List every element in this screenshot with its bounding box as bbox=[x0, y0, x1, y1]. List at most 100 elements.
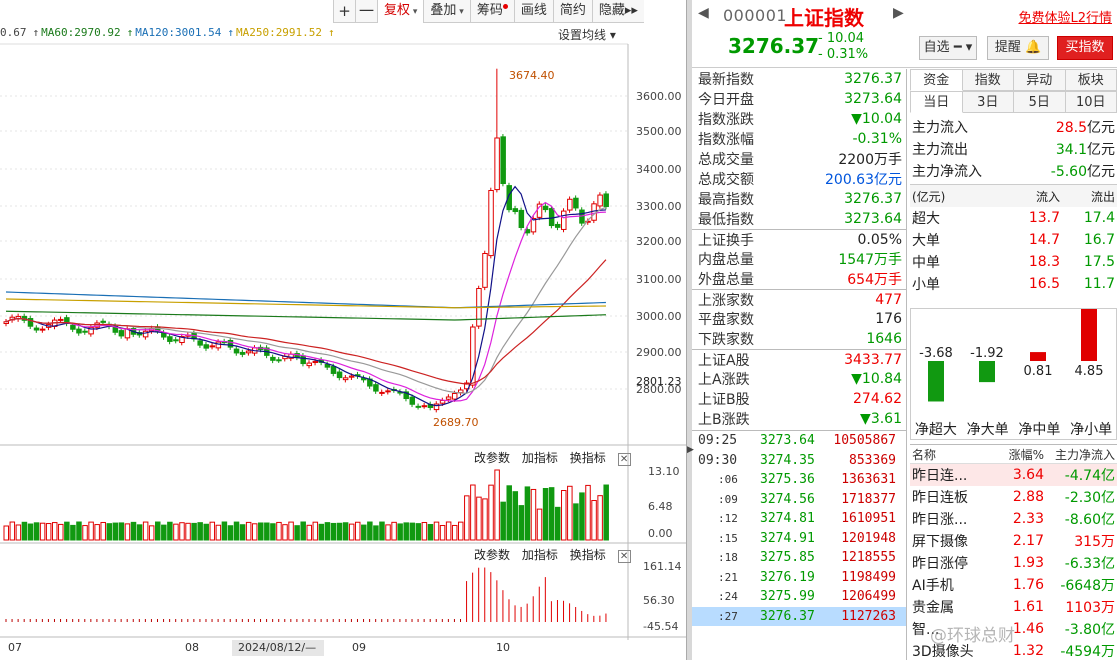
fund-row: 主力流出 34.1亿元 bbox=[910, 138, 1117, 160]
watchlist-button[interactable]: 自选 ━ ▾ bbox=[919, 36, 977, 60]
vol-switch-indicator-button[interactable]: 换指标 bbox=[569, 451, 606, 465]
volume-bar bbox=[554, 506, 561, 541]
simple-mode-button[interactable]: 简约 bbox=[552, 0, 592, 23]
chip-distribution-button[interactable]: 筹码 bbox=[469, 0, 514, 23]
volume-panel-tools: 改参数 加指标 换指标 ✕ bbox=[474, 449, 639, 466]
tick-row[interactable]: :27 3276.37 1127263 bbox=[692, 606, 906, 626]
collapse-arrow-icon[interactable]: ▶ bbox=[687, 445, 694, 455]
candle-body bbox=[445, 396, 452, 400]
vol-add-indicator-button[interactable]: 加指标 bbox=[521, 451, 558, 465]
sector-row[interactable]: 智... 1.46 -3.80亿 bbox=[910, 618, 1117, 640]
kline-chart-area[interactable]: + 一 复权 ▾ 叠加 ▾ 筹码 画线 简约 隐藏▸▸ 0.67 ↑ MA60:29… bbox=[0, 0, 686, 660]
zoom-out-button[interactable]: 一 bbox=[355, 0, 377, 23]
quote-value: ▼10.04 bbox=[851, 111, 902, 127]
tab-tabs1-1[interactable]: 指数 bbox=[962, 69, 1014, 91]
col-rate[interactable]: 涨幅% bbox=[1008, 447, 1044, 462]
draw-line-button[interactable]: 画线 bbox=[513, 0, 553, 23]
macd-tick-label: 161.14 bbox=[643, 560, 682, 573]
hide-button[interactable]: 隐藏▸▸ bbox=[591, 0, 644, 23]
volume-bar bbox=[306, 524, 312, 541]
vol-edit-params-button[interactable]: 改参数 bbox=[474, 451, 511, 465]
quote-value: 274.62 bbox=[853, 391, 902, 407]
sector-row[interactable]: AI手机 1.76 -6648万 bbox=[910, 574, 1117, 596]
volume-bar bbox=[58, 523, 64, 541]
tick-row[interactable]: 09:25 3273.64 10505867 bbox=[692, 431, 906, 451]
next-arrow-icon[interactable]: ▶ bbox=[893, 5, 904, 21]
volume-bar bbox=[536, 508, 543, 541]
volume-bar bbox=[130, 521, 137, 541]
alert-button[interactable]: 提醒 🔔 bbox=[987, 36, 1049, 60]
sector-row[interactable]: 昨日连板 2.88 -2.30亿 bbox=[910, 486, 1117, 508]
candle-body bbox=[233, 348, 240, 354]
tab-tabs1-0[interactable]: 资金 bbox=[910, 69, 963, 91]
minus-icon: ━ ▾ bbox=[953, 40, 973, 55]
macd-add-indicator-button[interactable]: 加指标 bbox=[521, 548, 558, 562]
quote-value: 1646 bbox=[866, 331, 902, 347]
tick-volume: 10505867 bbox=[833, 433, 896, 449]
index-name: 上证指数 bbox=[784, 6, 864, 30]
volume-bar bbox=[494, 469, 500, 541]
sector-row[interactable]: 昨日涨... 2.33 -8.60亿 bbox=[910, 508, 1117, 530]
tick-volume: 1718377 bbox=[841, 491, 896, 507]
volume-bar bbox=[367, 521, 373, 541]
tick-table[interactable]: 09:25 3273.64 10505867 09:30 3274.35 853369:0… bbox=[692, 430, 906, 626]
tick-row[interactable]: :18 3275.85 1218555 bbox=[692, 548, 906, 568]
candle-body bbox=[530, 217, 537, 233]
sector-header: 名称 涨幅% 主力净流入 bbox=[910, 444, 1117, 464]
prev-arrow-icon[interactable]: ◀ bbox=[698, 5, 709, 21]
ma-settings-button[interactable]: 设置均线 ▾ bbox=[558, 28, 616, 42]
long-ma-line bbox=[5, 310, 606, 321]
tick-row[interactable]: 09:30 3274.35 853369 bbox=[692, 451, 906, 471]
tick-row[interactable]: :06 3275.36 1363631 bbox=[692, 470, 906, 490]
tick-row[interactable]: :21 3276.19 1198499 bbox=[692, 568, 906, 588]
tick-row[interactable]: :24 3275.99 1206499 bbox=[692, 587, 906, 607]
sector-row[interactable]: 贵金属 1.61 1103万 bbox=[910, 596, 1117, 618]
quote-label: 外盘总量 bbox=[698, 272, 754, 288]
fund-row: 主力净流入 -5.60亿元 bbox=[910, 160, 1117, 182]
tab-tabs2-3[interactable]: 10日 bbox=[1065, 91, 1117, 113]
tab-tabs1-3[interactable]: 板块 bbox=[1065, 69, 1117, 91]
macd-switch-indicator-button[interactable]: 换指标 bbox=[569, 548, 606, 562]
overlay-button[interactable]: 叠加 ▾ bbox=[423, 0, 469, 23]
candle-body bbox=[439, 400, 446, 404]
buy-index-button[interactable]: 买指数 bbox=[1057, 36, 1113, 60]
tab-tabs2-2[interactable]: 5日 bbox=[1014, 91, 1066, 113]
col-name[interactable]: 名称 bbox=[912, 447, 937, 462]
sector-row[interactable]: 昨日连... 3.64 -4.74亿 bbox=[910, 464, 1117, 486]
quote-label: 总成交额 bbox=[698, 172, 754, 188]
tick-row[interactable]: :09 3274.56 1718377 bbox=[692, 490, 906, 510]
date-tick-label: 10 bbox=[496, 641, 510, 654]
tick-row[interactable]: :15 3274.91 1201948 bbox=[692, 529, 906, 549]
sector-flow: 315万 bbox=[1074, 534, 1115, 550]
grid-head: 流入 bbox=[1035, 189, 1060, 204]
volume-bar bbox=[439, 525, 446, 541]
close-icon[interactable]: ✕ bbox=[617, 453, 631, 466]
volume-bar bbox=[342, 522, 349, 541]
l2-promo-link[interactable]: 免费体验L2行情 bbox=[1018, 11, 1112, 26]
zoom-in-button[interactable]: + bbox=[333, 0, 355, 23]
tick-time: :06 bbox=[718, 473, 738, 487]
candle-body bbox=[167, 336, 173, 342]
volume-bar bbox=[70, 524, 76, 541]
sector-row[interactable]: 昨日涨停 1.93 -6.33亿 bbox=[910, 552, 1117, 574]
quote-value: 176 bbox=[875, 311, 902, 327]
candlestick-chart[interactable]: 3600.00 3500.00 3400.00 3300.00 3200.00 3100.… bbox=[0, 0, 686, 660]
net-flow-bar bbox=[1030, 352, 1046, 361]
volume-bar bbox=[445, 521, 452, 541]
tab-tabs2-1[interactable]: 3日 bbox=[962, 91, 1014, 113]
panel-splitter[interactable]: ▶ bbox=[686, 0, 694, 660]
tick-row[interactable]: :12 3274.81 1610951 bbox=[692, 509, 906, 529]
candle-body bbox=[494, 137, 500, 191]
adjust-price-button[interactable]: 复权 ▾ bbox=[377, 0, 424, 23]
tab-tabs2-0[interactable]: 当日 bbox=[910, 91, 963, 113]
tab-tabs1-2[interactable]: 异动 bbox=[1014, 69, 1066, 91]
fund-value: 28.5 bbox=[1055, 120, 1087, 136]
sector-flow: -2.30亿 bbox=[1064, 490, 1115, 506]
macd-edit-params-button[interactable]: 改参数 bbox=[474, 548, 511, 562]
candle-body bbox=[500, 136, 506, 185]
net-flow-value: 0.81 bbox=[1024, 364, 1053, 379]
sector-row[interactable]: 3D摄像头 1.32 -4594万 bbox=[910, 640, 1117, 660]
sector-row[interactable]: 屏下摄像 2.17 315万 bbox=[910, 530, 1117, 552]
close-icon[interactable]: ✕ bbox=[617, 550, 631, 563]
col-flow[interactable]: 主力净流入 bbox=[1054, 447, 1115, 462]
